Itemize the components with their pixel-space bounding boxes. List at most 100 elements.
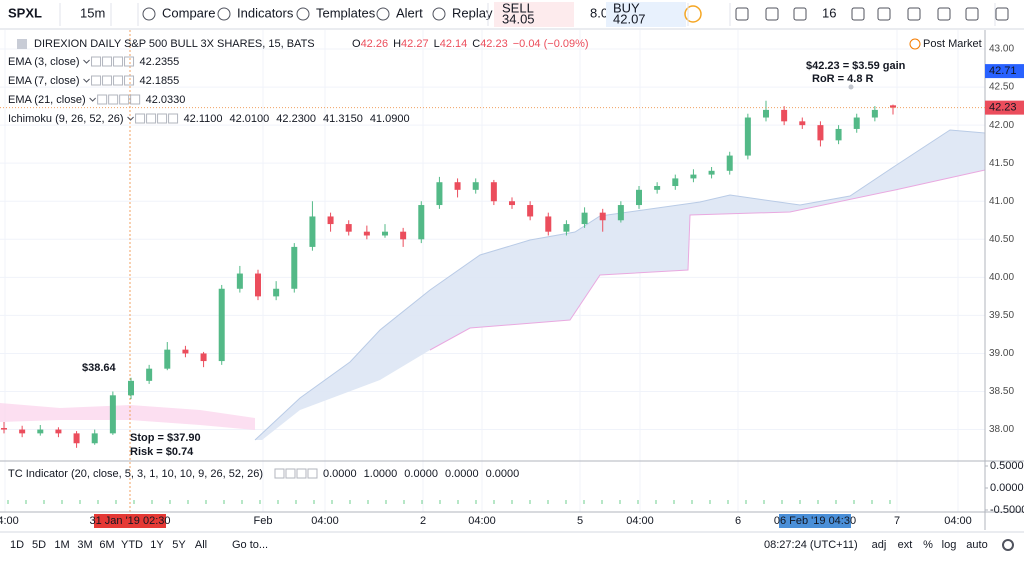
font-size[interactable]: 16 — [822, 5, 836, 20]
candle-body — [55, 429, 62, 434]
toolbar-icon[interactable] — [937, 7, 951, 21]
toolbar-icon[interactable] — [142, 7, 156, 21]
study-button[interactable] — [285, 468, 296, 479]
range-button[interactable]: All — [195, 539, 207, 551]
study-value: 42.0330 — [146, 94, 186, 106]
candle-body — [273, 288, 280, 297]
study-button[interactable] — [124, 75, 135, 86]
study-button[interactable] — [135, 113, 146, 124]
goto-button[interactable]: Go to... — [232, 539, 268, 551]
study-button[interactable] — [91, 75, 102, 86]
range-button[interactable]: 6M — [99, 539, 114, 551]
toolbar-icon[interactable] — [995, 7, 1009, 21]
toolbar-button[interactable]: Indicators — [237, 5, 294, 20]
range-button[interactable]: YTD — [121, 539, 143, 551]
candle-body — [1, 428, 7, 430]
toolbar-icon[interactable] — [765, 7, 779, 21]
study-button[interactable] — [124, 56, 135, 67]
indicator-value: 0.0000 — [486, 468, 520, 480]
toolbar-icon[interactable] — [217, 7, 231, 21]
candle-body — [744, 117, 751, 156]
candle-body — [109, 395, 116, 434]
settings-icon[interactable] — [1002, 539, 1014, 551]
toolbar-button[interactable]: Alert — [396, 5, 423, 20]
sell-box[interactable] — [494, 2, 574, 27]
toolbar-icon[interactable] — [793, 7, 807, 21]
symbol[interactable]: SPXL — [8, 5, 42, 20]
study-name[interactable]: EMA (3, close) — [8, 56, 80, 68]
time-label: 06 Feb '19 04:30 — [774, 515, 856, 527]
collapse-icon[interactable] — [17, 39, 27, 49]
study-button[interactable] — [102, 56, 113, 67]
candle-body — [382, 231, 388, 236]
study-name[interactable]: EMA (21, close) — [8, 94, 86, 106]
study-button[interactable] — [296, 468, 307, 479]
y-tick-label: 42.00 — [989, 120, 1014, 131]
study-button[interactable] — [274, 468, 285, 479]
study-button[interactable] — [119, 94, 130, 105]
legend-title[interactable]: DIREXION DAILY S&P 500 BULL 3X SHARES, 1… — [34, 38, 315, 50]
option-button[interactable]: % — [923, 539, 933, 551]
range-button[interactable]: 3M — [77, 539, 92, 551]
buy-box[interactable] — [606, 2, 686, 27]
study-button[interactable] — [130, 94, 141, 105]
candle-body — [545, 216, 552, 232]
range-button[interactable]: 5D — [32, 539, 46, 551]
study-button[interactable] — [97, 94, 108, 105]
toolbar-icon[interactable] — [735, 7, 749, 21]
y-tick-label: 38.00 — [989, 424, 1014, 435]
toolbar-icon[interactable] — [877, 7, 891, 21]
candle-body — [690, 174, 697, 179]
study-button[interactable] — [91, 56, 102, 67]
toolbar-icon[interactable] — [907, 7, 921, 21]
study-button[interactable] — [108, 94, 119, 105]
option-button[interactable]: ext — [898, 539, 913, 551]
time-highlight — [94, 514, 166, 528]
candle-body — [19, 429, 26, 434]
cloud-bear — [0, 403, 255, 430]
option-button[interactable]: auto — [966, 539, 987, 551]
study-button[interactable] — [307, 468, 318, 479]
y-tick-label: 43.00 — [989, 44, 1014, 55]
toolbar-icon[interactable] — [296, 7, 310, 21]
candle-body — [91, 433, 98, 444]
option-button[interactable]: log — [942, 539, 957, 551]
indicator-name[interactable]: TC Indicator (20, close, 5, 3, 1, 10, 10… — [8, 468, 263, 480]
toolbar-icon[interactable] — [432, 7, 446, 21]
toolbar-icon[interactable] — [376, 7, 390, 21]
toolbar-button[interactable]: Templates — [316, 5, 376, 20]
range-button[interactable]: 1M — [54, 539, 69, 551]
annotation: $38.64 — [82, 362, 117, 374]
candle-body — [636, 189, 642, 206]
toolbar-button[interactable]: Compare — [162, 5, 215, 20]
study-name[interactable]: EMA (7, close) — [8, 75, 80, 87]
indicator-value: 0.0000 — [445, 468, 479, 480]
annotation: RoR = 4.8 R — [812, 73, 873, 85]
study-name[interactable]: Ichimoku (9, 26, 52, 26) — [8, 113, 124, 125]
y-tick-label: 38.50 — [989, 386, 1014, 397]
toolbar-icon[interactable] — [965, 7, 979, 21]
study-value: 42.2355 — [140, 56, 180, 68]
range-button[interactable]: 1Y — [150, 539, 164, 551]
study-button[interactable] — [113, 56, 124, 67]
info-icon[interactable] — [684, 5, 702, 23]
study-button[interactable] — [146, 113, 157, 124]
indicator-value: 0.0000 — [323, 468, 357, 480]
study-button[interactable] — [102, 75, 113, 86]
range-button[interactable]: 1D — [10, 539, 24, 551]
anchor-dot — [848, 84, 854, 90]
post-market: Post Market — [923, 38, 982, 50]
candle-body — [454, 182, 461, 190]
toolbar-icon[interactable] — [851, 7, 865, 21]
option-button[interactable]: adj — [872, 539, 887, 551]
study-button[interactable] — [113, 75, 124, 86]
study-button[interactable] — [157, 113, 168, 124]
interval[interactable]: 15m — [80, 5, 105, 20]
indicator-value: 0.0000 — [404, 468, 438, 480]
study-button[interactable] — [168, 113, 179, 124]
range-button[interactable]: 5Y — [172, 539, 186, 551]
price-axis: 38.00 38.50 39.00 39.50 40.00 40.50 41.00 41.50… — [989, 44, 1014, 436]
toolbar-button[interactable]: Replay — [452, 5, 493, 20]
candle-body — [291, 246, 298, 289]
